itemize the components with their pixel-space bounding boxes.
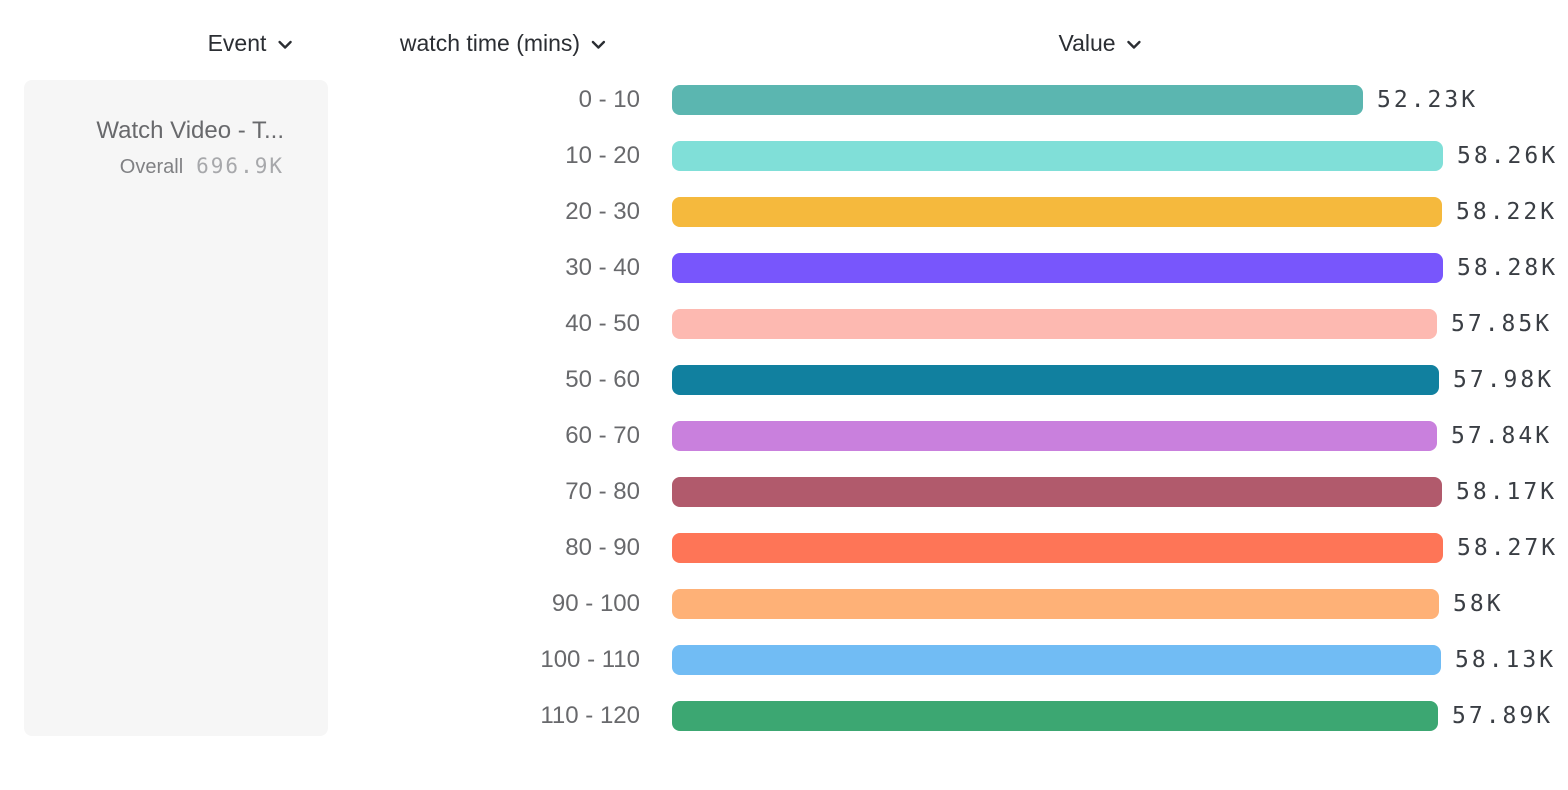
column-header-value[interactable]: Value xyxy=(1058,27,1141,59)
value-label: 58.13K xyxy=(1455,647,1557,673)
chart-row: 70 - 80 58.17K xyxy=(0,477,1568,507)
chart-row: 90 - 100 58K xyxy=(0,589,1568,619)
chart-row: 50 - 60 57.98K xyxy=(0,365,1568,395)
category-label: 20 - 30 xyxy=(565,198,640,225)
column-header-breakdown-label: watch time (mins) xyxy=(399,29,581,56)
bar[interactable] xyxy=(672,309,1437,339)
bar[interactable] xyxy=(672,645,1441,675)
column-header-event-label: Event xyxy=(207,29,267,56)
value-label: 58.28K xyxy=(1457,255,1559,281)
chevron-down-icon xyxy=(1127,40,1141,49)
category-label: 40 - 50 xyxy=(565,310,640,337)
value-label: 58.27K xyxy=(1457,535,1559,561)
overall-label: Overall xyxy=(119,156,184,178)
chart-row: 40 - 50 57.85K xyxy=(0,309,1568,339)
bar[interactable] xyxy=(672,85,1363,115)
value-label: 52.23K xyxy=(1377,87,1479,113)
value-label: 57.89K xyxy=(1452,703,1554,729)
column-header-event[interactable]: Event xyxy=(208,27,293,59)
category-label: 10 - 20 xyxy=(565,142,640,169)
bar[interactable] xyxy=(672,253,1443,283)
bar[interactable] xyxy=(672,701,1438,731)
value-label: 58K xyxy=(1453,591,1504,617)
bar[interactable] xyxy=(672,197,1442,227)
chart-row: 0 - 10 52.23K xyxy=(0,85,1568,115)
value-label: 58.26K xyxy=(1457,143,1559,169)
bar[interactable] xyxy=(672,421,1437,451)
chart-row: 20 - 30 58.22K xyxy=(0,197,1568,227)
bar[interactable] xyxy=(672,477,1442,507)
bar[interactable] xyxy=(672,141,1443,171)
category-label: 90 - 100 xyxy=(551,590,640,617)
value-label: 57.84K xyxy=(1451,423,1553,449)
category-label: 100 - 110 xyxy=(540,646,640,673)
value-label: 58.17K xyxy=(1456,479,1558,505)
chart-row: 100 - 110 58.13K xyxy=(0,645,1568,675)
bar[interactable] xyxy=(672,533,1443,563)
overall-row: Overall 696.9K xyxy=(24,154,284,179)
column-header-breakdown[interactable]: watch time (mins) xyxy=(400,27,606,59)
chevron-down-icon xyxy=(591,40,606,49)
bar[interactable] xyxy=(672,365,1439,395)
bar[interactable] xyxy=(672,589,1439,619)
category-label: 50 - 60 xyxy=(565,366,640,393)
chart-row: 10 - 20 58.26K xyxy=(0,141,1568,171)
category-label: 80 - 90 xyxy=(565,534,640,561)
chart-row: 30 - 40 58.28K xyxy=(0,253,1568,283)
category-label: 110 - 120 xyxy=(540,702,640,729)
chart-row: 110 - 120 57.89K xyxy=(0,701,1568,731)
chevron-down-icon xyxy=(278,40,292,49)
overall-value: 696.9K xyxy=(196,154,284,178)
value-label: 58.22K xyxy=(1456,199,1558,225)
column-header-value-label: Value xyxy=(1058,29,1116,56)
event-name: Watch Video - T... xyxy=(96,117,284,144)
chart-row: 60 - 70 57.84K xyxy=(0,421,1568,451)
event-panel[interactable]: Watch Video - T... Overall 696.9K xyxy=(24,80,328,736)
value-label: 57.98K xyxy=(1453,367,1555,393)
value-label: 57.85K xyxy=(1451,311,1553,337)
category-label: 70 - 80 xyxy=(565,478,640,505)
category-label: 0 - 10 xyxy=(578,86,640,113)
chart-row: 80 - 90 58.27K xyxy=(0,533,1568,563)
category-label: 30 - 40 xyxy=(565,254,640,281)
category-label: 60 - 70 xyxy=(565,422,640,449)
